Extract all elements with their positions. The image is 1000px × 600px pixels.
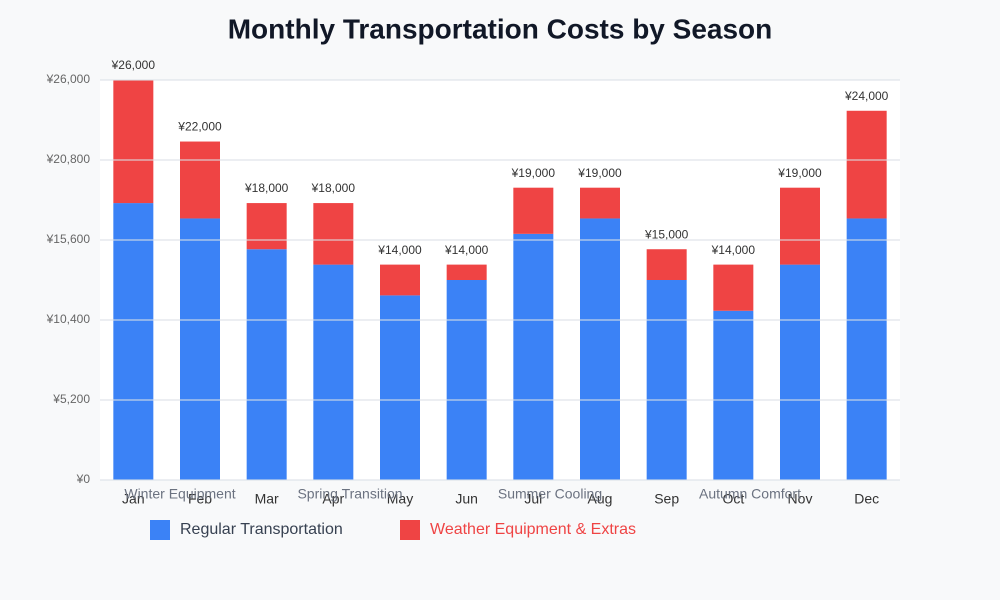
y-tick-label: ¥5,200 — [52, 392, 90, 406]
bar-segment — [780, 264, 820, 480]
total-label: ¥14,000 — [444, 243, 489, 257]
x-tick-label: Apr — [322, 491, 344, 507]
bar-segment — [446, 264, 487, 280]
x-tick-label: Sep — [654, 491, 679, 507]
x-tick-label: Dec — [854, 491, 879, 507]
bar-segment — [580, 218, 620, 480]
legend-label: Weather Equipment & Extras — [430, 521, 636, 538]
bar-segment — [580, 187, 620, 219]
bar-segment — [846, 218, 887, 480]
x-tick-label: Aug — [588, 491, 613, 507]
legend-swatch — [150, 520, 170, 540]
x-tick-label: Oct — [722, 491, 744, 507]
y-tick-label: ¥20,800 — [46, 152, 91, 166]
x-tick-label: Nov — [788, 491, 813, 507]
bar-segment — [113, 203, 154, 481]
total-label: ¥19,000 — [577, 166, 622, 180]
plot-area — [100, 80, 900, 480]
bar-segment — [713, 310, 754, 480]
total-label: ¥18,000 — [311, 181, 356, 195]
x-tick-label: Jul — [524, 491, 542, 507]
bar-segment — [446, 280, 487, 480]
total-label: ¥24,000 — [844, 89, 889, 103]
bar-segment — [246, 249, 287, 480]
y-tick-label: ¥10,400 — [46, 312, 91, 326]
bar-segment — [780, 187, 820, 265]
total-label: ¥19,000 — [511, 166, 556, 180]
season-annotation: Spring Transition — [297, 486, 402, 502]
total-label: ¥26,000 — [111, 58, 156, 72]
chart-title: Monthly Transportation Costs by Season — [228, 13, 773, 44]
bar-segment — [846, 110, 887, 219]
bar-segment — [313, 264, 354, 480]
total-label: ¥14,000 — [711, 243, 756, 257]
x-tick-label: Jan — [122, 491, 145, 507]
x-tick-label: Mar — [255, 491, 279, 507]
legend-label: Regular Transportation — [180, 521, 343, 538]
x-tick-label: May — [387, 491, 413, 507]
bar-segment — [513, 187, 554, 234]
bar-segment — [380, 295, 420, 480]
bar-segment — [246, 203, 287, 250]
x-tick-label: Feb — [188, 491, 212, 507]
bar-segment — [313, 203, 354, 265]
y-tick-label: ¥0 — [76, 472, 91, 486]
total-label: ¥22,000 — [177, 120, 222, 134]
season-annotation: Summer Cooling — [498, 486, 602, 502]
bar-segment — [113, 80, 154, 204]
total-label: ¥18,000 — [244, 181, 289, 195]
total-label: ¥15,000 — [644, 227, 689, 241]
bar-segment — [513, 233, 554, 480]
y-tick-label: ¥26,000 — [46, 72, 91, 86]
total-label: ¥19,000 — [777, 166, 822, 180]
bar-segment — [646, 249, 687, 280]
bar-segment — [180, 218, 220, 480]
bar-segment — [713, 264, 754, 311]
y-tick-label: ¥15,600 — [46, 232, 91, 246]
legend-swatch — [400, 520, 420, 540]
bar-segment — [646, 280, 687, 480]
bar-segment — [180, 141, 220, 219]
x-tick-label: Jun — [455, 491, 478, 507]
season-annotation: Winter Equipment — [124, 486, 235, 502]
season-annotation: Autumn Comfort — [699, 486, 801, 502]
bar-segment — [380, 264, 420, 296]
total-label: ¥14,000 — [377, 243, 422, 257]
